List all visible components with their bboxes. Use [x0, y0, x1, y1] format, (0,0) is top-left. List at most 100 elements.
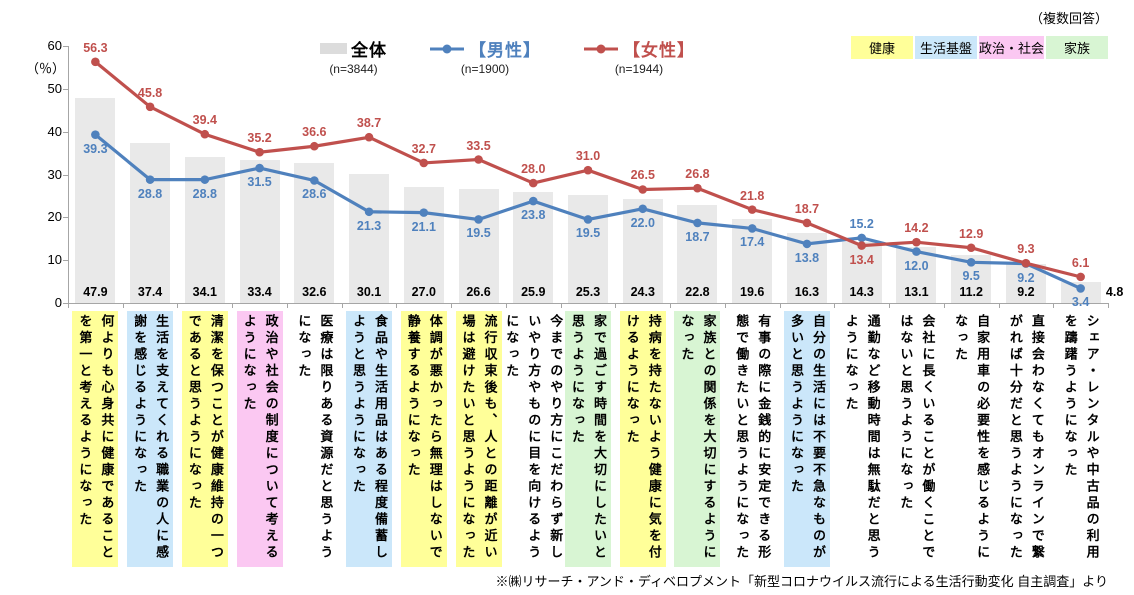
female-value-label: 36.6 [302, 125, 327, 140]
female-value-label: 26.5 [630, 168, 655, 183]
x-axis-tick [670, 303, 672, 308]
category-label: 自家用車の必要性を感じるようになった [953, 314, 991, 562]
male-value-label: 3.4 [1071, 295, 1090, 310]
source-note: ※㈱リサーチ・アンド・ディベロプメント「新型コロナウイルス流行による生活行動変化… [495, 574, 1108, 589]
female-value-label: 6.1 [1071, 255, 1090, 270]
female-point [912, 237, 921, 247]
x-axis-tick [889, 303, 891, 308]
y-axis-tick [63, 217, 68, 219]
category-label: 直接会わなくてもオンラインで繋がれば十分だと思うようになった [1007, 314, 1045, 562]
x-axis-tick [779, 303, 781, 308]
female-value-label: 32.7 [411, 141, 436, 156]
female-value-label: 33.5 [466, 138, 491, 153]
male-value-label: 21.1 [411, 219, 436, 234]
total-bar [75, 97, 116, 303]
legend-n-total: (n=3844) [329, 62, 378, 76]
x-axis-line [68, 303, 1108, 304]
female-point [802, 218, 812, 228]
female-value-label: 14.2 [904, 221, 929, 236]
total-value-label: 32.6 [302, 285, 327, 299]
legend-label-female: 【女性】 [623, 41, 695, 60]
legend-n-female: (n=1944) [614, 62, 664, 76]
total-value-label: 27.0 [411, 285, 436, 299]
male-value-label: 9.2 [1017, 270, 1035, 285]
female-point [145, 102, 155, 112]
y-axis-tick-label: 10 [47, 252, 62, 268]
category-label: シェア・レンタルや中古品の利用を躊躇うようになった [1062, 314, 1100, 562]
total-value-label: 14.3 [849, 285, 874, 299]
category-label: 生活を支えてくれる職業の人に感謝を感じるようになった [127, 311, 174, 567]
y-axis-tick-label: 60 [47, 38, 62, 53]
female-value-label: 56.3 [83, 40, 108, 55]
total-bar [294, 163, 335, 303]
legend-group-male: 【男性】 (n=1900) [429, 36, 541, 76]
category-label: 自分の生活には不要不急なものが多いと思うようになった [783, 311, 830, 567]
male-value-label: 28.8 [192, 186, 217, 201]
male-value-label: 17.4 [740, 235, 765, 250]
male-value-label: 12.0 [904, 258, 929, 273]
x-axis-tick [177, 303, 179, 308]
female-point [310, 141, 319, 151]
category-label: 家で過ごす時間を大切にしたいと思うようになった [565, 311, 611, 567]
y-axis-unit-label: （％） [26, 61, 66, 76]
x-axis-tick [451, 303, 453, 308]
x-axis-tick [232, 303, 234, 308]
x-axis-tick [834, 303, 836, 308]
legend-label-total: 全体 [351, 41, 387, 60]
category-label: 家族との関係を大切にするようになった [674, 311, 721, 567]
category-slot: 食品や生活用品はある程度備蓄しようと思うようになった [341, 311, 397, 567]
category-slot: 今までのやり方にこだわらず新しいやり方やものに目を向けるようになった [504, 311, 563, 567]
x-axis-tick [1108, 303, 1109, 308]
legend-swatch-male [429, 43, 465, 55]
female-value-label: 18.7 [794, 201, 820, 216]
female-value-label: 13.4 [849, 252, 874, 267]
female-point [693, 183, 702, 193]
legend-label-male: 【男性】 [469, 41, 541, 60]
category-slot: 政治や社会の制度について考えるようになった [232, 311, 288, 567]
category-label: 通勤など移動時間は無駄だと思うようになった [843, 314, 881, 562]
x-axis-tick [68, 303, 69, 308]
y-axis-tick-label: 40 [47, 123, 62, 139]
y-axis-tick-label: 0 [54, 295, 62, 310]
category-group-chip-life: 生活基盤 [914, 36, 977, 59]
y-axis-tick [63, 303, 68, 304]
y-axis-tick [63, 131, 68, 133]
x-axis-tick [341, 303, 343, 308]
female-value-label: 26.8 [685, 167, 710, 182]
category-group-chip-health: 健康 [850, 36, 913, 59]
female-point [583, 165, 593, 175]
x-axis-tick [724, 303, 726, 308]
male-value-label: 31.5 [247, 175, 272, 190]
legend-swatch-female [583, 43, 619, 55]
female-point [528, 178, 538, 188]
total-value-label: 4.8 [1105, 285, 1124, 299]
category-slot: 清潔を保つことが健康維持の一つであると思うようになった [177, 311, 233, 567]
multiple-answer-note: （複数回答） [1029, 11, 1108, 26]
y-axis-tick-label: 20 [47, 209, 62, 225]
total-bar [184, 156, 225, 303]
category-slot: 家族との関係を大切にするようになった [669, 311, 725, 567]
category-label: 今までのやり方にこだわらず新しいやり方やものに目を向けるようになった [504, 314, 564, 562]
male-value-label: 28.6 [302, 187, 327, 202]
total-value-label: 25.3 [575, 285, 601, 299]
female-value-label: 45.8 [137, 85, 163, 100]
category-label: 有事の際に金銭的に安定できる形態で働きたいと思うようになった [734, 314, 772, 562]
category-slot: 体調が悪かったら無理はしないで静養するようになった [396, 311, 452, 567]
category-slot: 持病を持たないよう健康に気を付けるようになった [615, 311, 671, 567]
male-value-label: 39.3 [83, 141, 108, 156]
female-point [638, 185, 648, 194]
female-value-label: 35.2 [247, 131, 272, 146]
x-axis-tick [560, 303, 562, 308]
female-value-label: 38.7 [356, 116, 382, 131]
category-label: 医療は限りある資源だと思うようになった [296, 314, 334, 562]
total-value-label: 47.9 [83, 285, 108, 299]
category-label: 会社に長くいることが働くことではないと思うようになった [898, 314, 936, 562]
legend-n-male: (n=1900) [460, 62, 510, 76]
female-point [966, 243, 976, 253]
total-value-label: 22.8 [685, 285, 710, 299]
female-value-label: 9.3 [1017, 242, 1035, 257]
category-label: 持病を持たないよう健康に気を付けるようになった [619, 311, 666, 567]
category-slot: 自分の生活には不要不急なものが多いと思うようになった [779, 311, 835, 567]
x-axis-tick [615, 303, 617, 308]
x-axis-tick [286, 303, 288, 308]
